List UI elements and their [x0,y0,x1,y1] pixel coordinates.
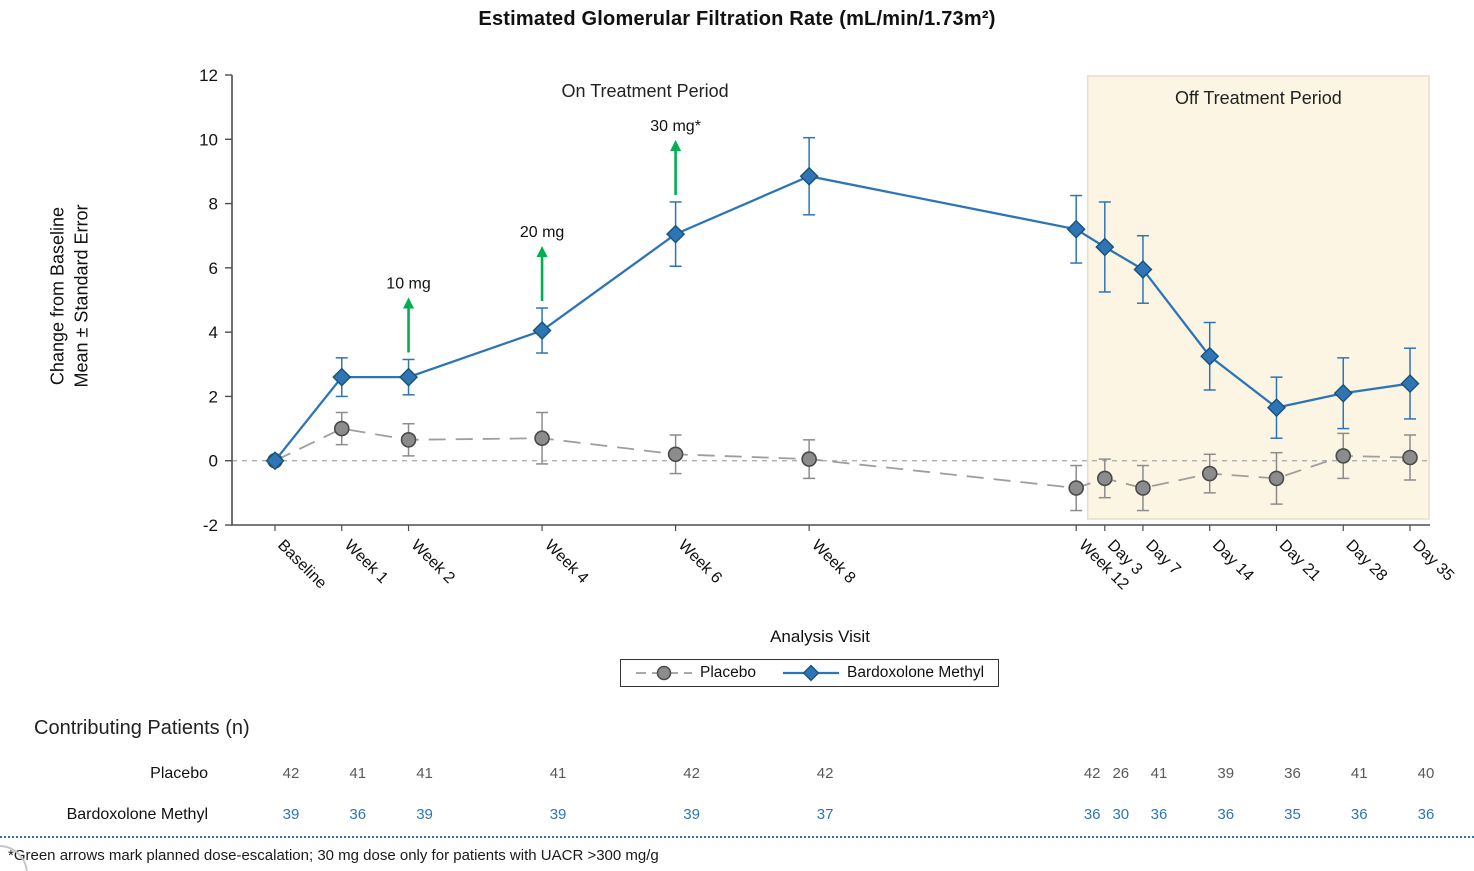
dose-arrow-head [536,246,548,258]
x-tick-label: Day 21 [1276,537,1324,585]
patient-count-bardoxolone-methyl: 39 [282,806,300,823]
off-treatment-label: Off Treatment Period [1175,88,1342,108]
data-point-bardoxolone-methyl [1133,259,1153,279]
patient-count-bardoxolone-methyl: 37 [816,806,834,823]
dose-label: 30 mg* [650,118,701,135]
data-point-bardoxolone-methyl [399,367,419,387]
patient-count-placebo: 39 [1217,765,1235,782]
data-point-bardoxolone-methyl [1095,237,1115,257]
x-tick-label: Week 1 [341,537,391,587]
patient-count-placebo: 42 [282,765,300,782]
x-tick-label: Week 6 [675,537,725,587]
legend-label-placebo: Placebo [700,664,757,681]
dose-label: 20 mg [520,224,564,241]
y-tick-label: 2 [209,387,218,406]
data-point-bardoxolone-methyl [1267,398,1286,418]
patient-count-placebo: 42 [683,765,700,782]
x-tick-label: Day 35 [1409,537,1457,585]
legend-item-bardoxolone: Bardoxolone Methyl [782,664,984,682]
on-treatment-label: On Treatment Period [562,81,729,101]
data-point-bardoxolone-methyl [332,367,352,387]
patient-count-bardoxolone-methyl: 36 [1083,806,1101,823]
patient-count-bardoxolone-methyl: 39 [683,806,700,823]
y-tick-label: -2 [203,516,218,535]
patient-count-placebo: 40 [1417,765,1435,782]
x-tick-label: Week 4 [541,537,591,587]
dose-arrow-head [670,139,682,151]
patient-count-placebo: 42 [1083,765,1101,782]
data-point-bardoxolone-methyl [1333,383,1353,403]
legend-label-bardoxolone: Bardoxolone Methyl [847,664,985,681]
patient-count-bardoxolone-methyl: 36 [1350,806,1368,823]
y-tick-label: 4 [209,323,218,342]
data-point-bardoxolone-methyl [532,321,552,341]
data-point-bardoxolone-methyl [265,451,285,471]
patients-row-bardoxolone-values: 39 36 39 39 39 37 36 30 36 36 35 36 36 [0,806,1474,826]
patient-count-bardoxolone-methyl: 36 [349,806,367,823]
bardoxolone-marker-icon [783,664,840,682]
data-point-placebo [1335,448,1352,464]
x-axis-label: Analysis Visit [770,627,870,646]
patient-count-placebo: 41 [549,765,567,782]
patient-count-placebo: 42 [816,765,834,782]
patient-count-bardoxolone-methyl: 35 [1284,806,1301,823]
patient-count-placebo: 41 [349,765,367,782]
patient-count-placebo: 41 [416,765,433,782]
legend-item-placebo: Placebo [635,664,756,682]
x-tick-label: Day 7 [1142,537,1184,579]
data-point-bardoxolone-methyl [799,166,819,186]
data-point-placebo [1097,470,1113,487]
patients-row-label-placebo: Placebo [150,765,208,782]
data-point-bardoxolone-methyl [1066,219,1086,239]
legend: Placebo Bardoxolone Methyl [620,659,1000,687]
off-treatment-region [1086,75,1430,520]
chart-plot-svg: -2 0 2 4 6 8 10 12 Baseline Week 1 Week 2 Week 4 Wee… [199,66,1457,593]
patient-count-placebo: 41 [1150,765,1168,782]
data-point-placebo [1268,470,1285,487]
patients-row-label-bardoxolone: Bardoxolone Methyl [66,806,208,823]
x-tick-label: Week 2 [408,537,458,587]
patient-count-bardoxolone-methyl: 36 [1150,806,1168,823]
x-tick-label: Day 14 [1209,537,1257,585]
data-point-placebo [1201,465,1218,482]
patient-count-placebo: 26 [1112,765,1130,782]
patients-table-title: Contributing Patients (n) [34,717,250,739]
x-tick-label: Day 28 [1342,537,1390,585]
data-point-placebo [333,420,350,437]
patient-count-placebo: 36 [1284,765,1301,782]
y-tick-label: 8 [209,195,218,214]
x-tick-label: Week 8 [808,537,858,587]
footnote: *Green arrows mark planned dose-escalati… [8,847,659,864]
y-tick-label: 0 [209,452,218,471]
y-tick-label: 6 [209,259,218,278]
data-point-bardoxolone-methyl [1400,374,1420,394]
dose-arrow-head [403,297,415,309]
data-point-bardoxolone-methyl [1200,346,1220,366]
data-point-placebo [801,451,817,467]
patient-count-bardoxolone-methyl: 30 [1112,806,1130,823]
chart-title: Estimated Glomerular Filtration Rate (mL… [478,8,996,30]
data-point-placebo [667,446,684,463]
data-point-placebo [400,432,417,448]
patient-count-bardoxolone-methyl: 39 [549,806,567,823]
placebo-marker-icon [636,665,692,681]
y-tick-label: 12 [199,66,218,85]
data-point-bardoxolone-methyl [666,224,686,244]
patient-count-bardoxolone-methyl: 36 [1417,806,1435,823]
patient-count-bardoxolone-methyl: 39 [416,806,433,823]
patients-row-placebo-values: 42 41 41 41 42 42 42 26 41 39 36 41 40 [0,765,1474,785]
data-point-placebo [1135,480,1151,496]
dose-label: 10 mg [386,275,430,292]
data-point-placebo [534,430,550,447]
patient-count-bardoxolone-methyl: 36 [1217,806,1235,823]
patient-count-placebo: 41 [1350,765,1368,782]
dotted-separator [0,836,1474,838]
data-point-placebo [1402,449,1418,466]
data-point-placebo [1068,480,1084,496]
y-tick-label: 10 [199,130,218,149]
x-tick-label: Baseline [274,537,329,592]
